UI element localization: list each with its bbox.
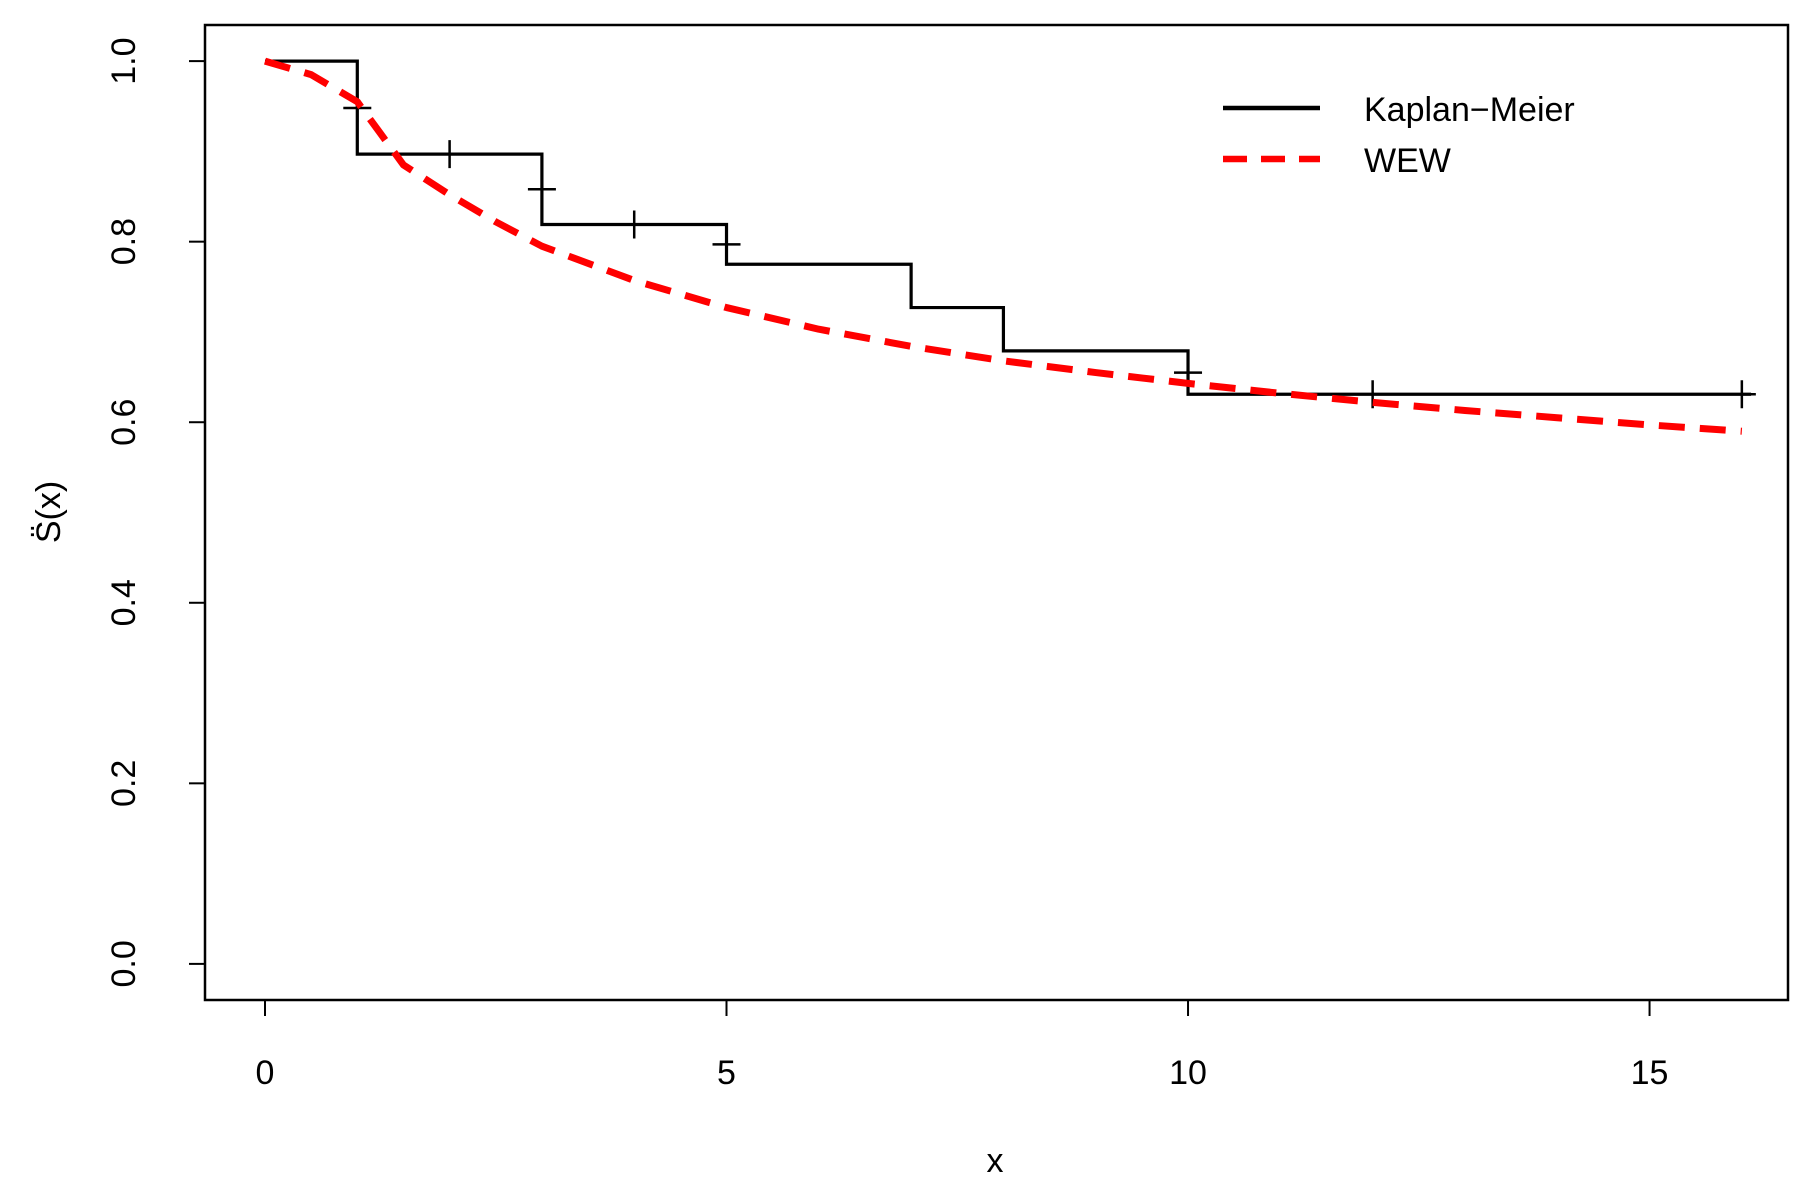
censor-mark-2 [527, 175, 556, 204]
y-tick-label-0.2: 0.2 [105, 760, 143, 807]
y-tick-label-0.8: 0.8 [105, 218, 143, 265]
y-tick-label-0.6: 0.6 [105, 399, 143, 446]
plot-frame [203, 23, 1790, 1002]
kaplan-meier-line [264, 59, 1752, 396]
y-axis-label: S̈(x) [30, 481, 68, 543]
y-tick-label-1: 1.0 [105, 37, 143, 84]
censor-mark-7 [1727, 380, 1756, 409]
x-axis-label: x [987, 1142, 1004, 1180]
x-tick-label-15: 15 [1631, 1054, 1669, 1092]
x-tick-label-5: 5 [717, 1054, 736, 1092]
legend: Kaplan−Meier WEW [1223, 91, 1575, 180]
wew-line [264, 57, 1743, 435]
legend-kaplan-meier-label: Kaplan−Meier [1364, 91, 1575, 129]
censor-mark-3 [620, 210, 649, 239]
y-tick-label-0.4: 0.4 [105, 579, 143, 626]
y-tick-label-0: 0.0 [105, 940, 143, 987]
legend-wew-label: WEW [1364, 142, 1451, 180]
x-tick-label-0: 0 [256, 1054, 275, 1092]
x-tick-label-10: 10 [1169, 1054, 1207, 1092]
censor-mark-1 [435, 140, 464, 169]
plot-area: 0 5 10 15 0.0 0.2 0.4 0.6 0.8 1.0 [105, 23, 1790, 1092]
censor-mark-4 [712, 230, 741, 259]
censor-mark-6 [1358, 380, 1387, 409]
